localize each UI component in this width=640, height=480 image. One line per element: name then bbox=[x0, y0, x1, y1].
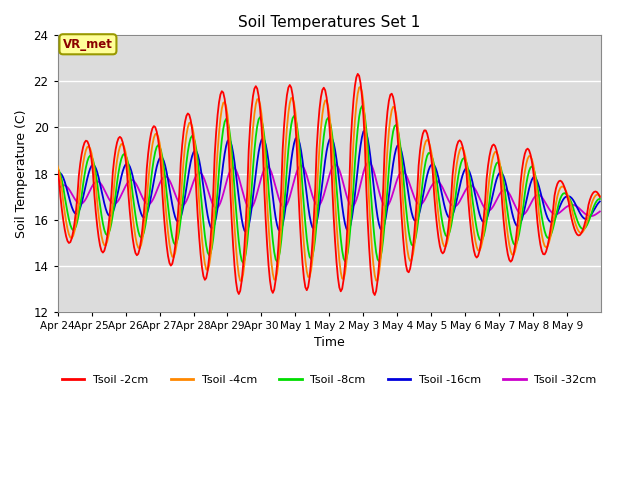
X-axis label: Time: Time bbox=[314, 336, 345, 349]
Legend: Tsoil -2cm, Tsoil -4cm, Tsoil -8cm, Tsoil -16cm, Tsoil -32cm: Tsoil -2cm, Tsoil -4cm, Tsoil -8cm, Tsoi… bbox=[58, 370, 601, 389]
Title: Soil Temperatures Set 1: Soil Temperatures Set 1 bbox=[238, 15, 420, 30]
Text: VR_met: VR_met bbox=[63, 38, 113, 51]
Y-axis label: Soil Temperature (C): Soil Temperature (C) bbox=[15, 109, 28, 238]
